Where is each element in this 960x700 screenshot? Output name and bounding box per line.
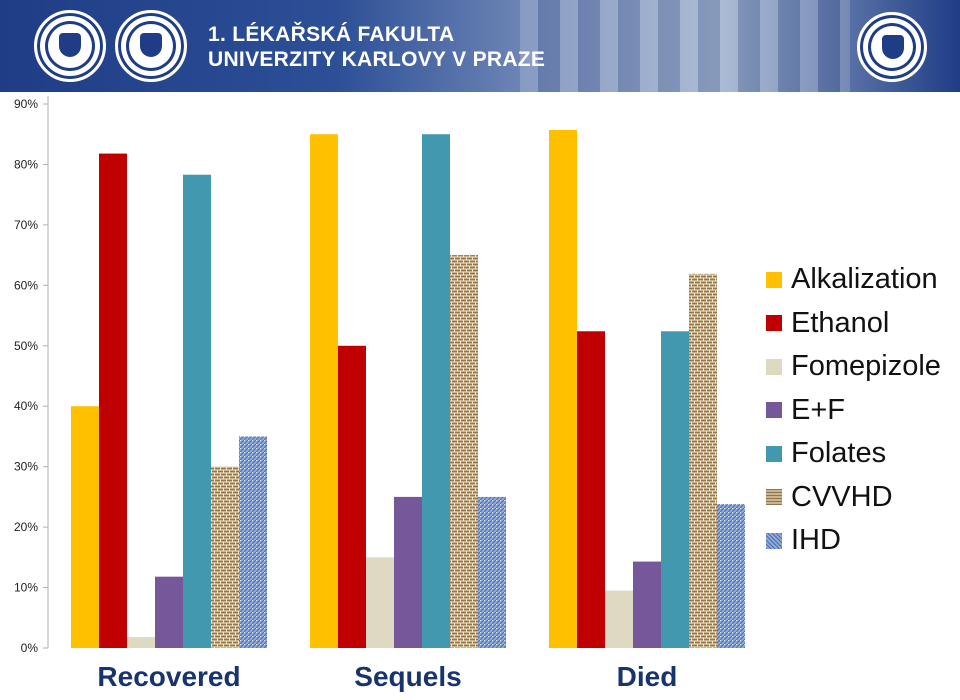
y-tick-label: 90%: [14, 97, 38, 111]
bar-ihd-died: [717, 504, 745, 648]
legend-label-fomepizole: Fomepizole: [791, 350, 941, 383]
bar-fomepizole-recovered: [127, 637, 155, 648]
bar-ethanol-recovered: [99, 153, 127, 648]
bar-chart: 0% 10% 20% 30% 40% 50% 60% 70% 80% 90% Recovered Se…: [14, 96, 745, 692]
y-tick-label: 10%: [14, 581, 38, 595]
legend-item-cvvhd: CVVHD: [766, 476, 941, 520]
bar-fomepizole-sequels: [366, 557, 394, 648]
legend-swatch-cvvhd: [766, 489, 782, 506]
category-label-sequels: Sequels: [354, 661, 461, 692]
bar-cvvhd-recovered: [211, 466, 239, 648]
bar-e-f-sequels: [394, 496, 422, 648]
bar-cvvhd-sequels: [450, 255, 478, 648]
legend-item-folates: Folates: [766, 432, 941, 476]
bar-cvvhd-died: [689, 273, 717, 648]
legend-label-e-f: E+F: [791, 393, 845, 426]
bar-alkalization-sequels: [310, 134, 338, 648]
hospital-seal-icon: [857, 12, 927, 82]
y-tick-label: 30%: [14, 460, 38, 474]
bar-ihd-sequels: [478, 496, 506, 648]
chart-legend: Alkalization Ethanol Fomepizole E+F Folates C…: [766, 258, 941, 563]
legend-swatch-ethanol: [766, 315, 782, 332]
legend-item-e-f: E+F: [766, 389, 941, 433]
bar-ethanol-sequels: [338, 345, 366, 648]
category-label-recovered: Recovered: [97, 661, 240, 692]
bar-ethanol-died: [577, 331, 605, 648]
bar-folates-recovered: [183, 174, 211, 648]
legend-swatch-fomepizole: [766, 358, 782, 375]
legend-swatch-folates: [766, 445, 782, 462]
y-tick-label: 20%: [14, 520, 38, 534]
y-tick-label: 50%: [14, 339, 38, 353]
bar-e-f-recovered: [155, 576, 183, 648]
bar-folates-sequels: [422, 134, 450, 648]
legend-item-fomepizole: Fomepizole: [766, 345, 941, 389]
legend-item-ihd: IHD: [766, 519, 941, 563]
legend-swatch-ihd: [766, 532, 782, 549]
faculty-name-line1: 1. LÉKAŘSKÁ FAKULTA: [208, 23, 455, 46]
bar-ihd-recovered: [239, 436, 267, 648]
y-tick-label: 40%: [14, 399, 38, 413]
legend-label-cvvhd: CVVHD: [791, 480, 893, 513]
y-tick-label: 0%: [21, 641, 39, 655]
legend-label-ihd: IHD: [791, 524, 841, 557]
legend-swatch-alkalization: [766, 271, 782, 288]
legend-item-alkalization: Alkalization: [766, 258, 941, 302]
legend-swatch-e-f: [766, 402, 782, 419]
bar-fomepizole-died: [605, 590, 633, 648]
header-banner: 1. LÉKAŘSKÁ FAKULTA UNIVERZITY KARLOVY V…: [0, 0, 960, 92]
legend-label-folates: Folates: [791, 437, 887, 470]
faculty-name-line2: UNIVERZITY KARLOVY V PRAZE: [208, 48, 546, 71]
bar-e-f-died: [633, 561, 661, 648]
legend-label-ethanol: Ethanol: [791, 306, 890, 339]
y-tick-label: 80%: [14, 157, 38, 171]
faculty-seal-icon: [115, 10, 187, 82]
y-tick-label: 60%: [14, 278, 38, 292]
university-seal-icon: [34, 10, 106, 82]
laboratory-photo: [520, 0, 850, 92]
bar-alkalization-died: [549, 129, 577, 649]
bar-folates-died: [661, 331, 689, 648]
category-label-died: Died: [617, 661, 678, 692]
faculty-name: 1. LÉKAŘSKÁ FAKULTA UNIVERZITY KARLOVY V…: [208, 22, 545, 72]
y-tick-label: 70%: [14, 218, 38, 232]
legend-item-ethanol: Ethanol: [766, 302, 941, 346]
legend-label-alkalization: Alkalization: [791, 263, 938, 296]
bar-alkalization-recovered: [71, 406, 99, 648]
